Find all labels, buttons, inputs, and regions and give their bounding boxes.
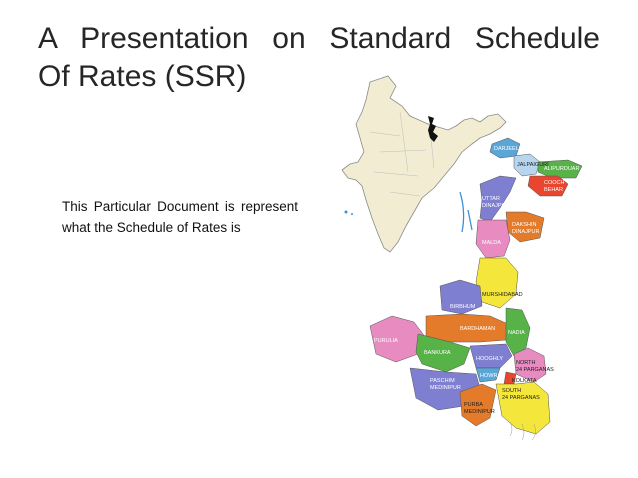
india-outline-map: [341, 75, 507, 253]
label-murshidabad: MURSHIDABAD: [482, 292, 523, 298]
label-bankura: BANKURA: [424, 350, 451, 356]
district-alipurduar: [537, 159, 583, 179]
district-birbhum: [439, 279, 483, 315]
label-malda: MALDA: [482, 240, 501, 246]
slide-title: A Presentation on Standard Schedule Of R…: [38, 20, 600, 96]
label-paschim-medinipur: MEDINIPUR: [430, 385, 461, 391]
district-malda: [475, 219, 511, 259]
district-cooch-behar: [527, 175, 569, 197]
label-nadia: NADIA: [508, 330, 525, 336]
district-bankura: [415, 333, 471, 373]
west-bengal-map: DARJEELING JALPAIGURI ALIPURDUAR COOCH B…: [341, 75, 583, 441]
label-cooch: COOCH: [544, 180, 565, 186]
label-alipurduar: ALIPURDUAR: [544, 166, 579, 172]
label-uttar-dinajpur: DINAJPUR: [482, 203, 510, 209]
title-line-2: Of Rates (SSR): [38, 60, 247, 93]
label-jalpaiguri: JALPAIGURI: [517, 162, 549, 168]
body-text: This Particular Document is represent wh…: [62, 199, 298, 235]
district-south-24-parganas: [495, 381, 551, 435]
district-hooghly: [469, 343, 513, 369]
label-purba: PURBA: [464, 402, 483, 408]
label-purba-medinipur: MEDINIPUR: [464, 409, 495, 415]
district-murshidabad: [475, 257, 519, 309]
wb-highlight-on-india: [428, 116, 438, 142]
label-howrah: HOWRAH: [480, 373, 505, 379]
label-hooghly: HOOGHLY: [476, 356, 503, 362]
label-uttar: UTTAR: [482, 196, 500, 202]
label-bardhaman: BARDHAMAN: [460, 326, 495, 332]
label-birbhum: BIRBHUM: [450, 304, 476, 310]
label-dakshin: DAKSHIN: [512, 222, 536, 228]
district-nadia: [505, 307, 531, 357]
district-jalpaiguri: [513, 153, 541, 177]
label-north-24-parganas: 24 PARGANAS: [516, 367, 554, 373]
label-behar: BEHAR: [544, 187, 563, 193]
label-kolkata: KOLKATA: [512, 378, 537, 384]
title-line-1: A Presentation on Standard Schedule: [38, 22, 600, 55]
label-darjeeling: DARJEELING: [494, 146, 529, 152]
district-purba-medinipur: [459, 383, 497, 427]
label-dakshin-dinajpur: DINAJPUR: [512, 229, 540, 235]
district-uttar-dinajpur: [479, 175, 517, 223]
district-howrah: [475, 367, 501, 383]
label-south-24-parganas: 24 PARGANAS: [502, 395, 540, 401]
label-purulia: PURULIA: [374, 338, 398, 344]
label-north: NORTH: [516, 360, 535, 366]
label-south: SOUTH: [502, 388, 521, 394]
label-paschim: PASCHIM: [430, 378, 455, 384]
